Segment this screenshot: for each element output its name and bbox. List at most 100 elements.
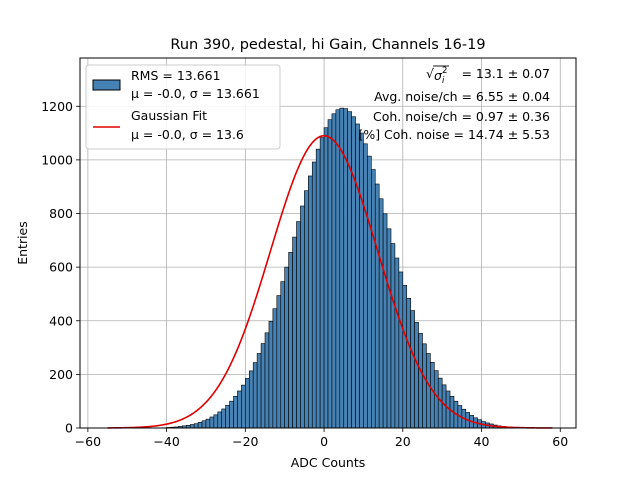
legend-histogram-stats: μ = -0.0, σ = 13.661	[131, 86, 260, 101]
sigma-exponent: 2	[442, 66, 447, 76]
legend-box	[85, 64, 281, 150]
histogram-bar	[248, 370, 254, 429]
histogram-bar	[252, 362, 258, 429]
histogram-bar	[406, 297, 411, 429]
histogram-bar	[339, 107, 345, 429]
histogram-bar	[351, 116, 356, 429]
histogram-bar	[217, 411, 223, 429]
y-axis-label: Entries	[15, 221, 30, 265]
x-tick-label: 40	[474, 434, 490, 449]
histogram-bar	[402, 285, 408, 429]
y-tick-label: 400	[49, 313, 73, 328]
histogram-bar	[430, 362, 435, 429]
histogram-bar	[367, 155, 372, 429]
histogram-bar	[272, 308, 278, 429]
histogram-bar	[205, 418, 211, 429]
histogram-bar	[284, 266, 289, 429]
histogram-bar	[245, 378, 250, 429]
histogram-bar	[378, 198, 384, 429]
noise-annotations: √ σ 2 i = 13.1 ± 0.07 Avg. noise/ch = 6.…	[358, 65, 550, 142]
histogram-bar	[422, 343, 427, 429]
histogram-bar	[323, 127, 329, 429]
histogram-bar	[386, 228, 392, 429]
y-tick-label: 1200	[41, 99, 73, 114]
histogram-bar	[233, 396, 238, 429]
histogram-bar	[319, 137, 325, 429]
histogram-bar	[276, 295, 282, 429]
x-tick-label: −60	[75, 434, 101, 449]
histogram-bar	[331, 113, 337, 429]
histogram-bar	[225, 404, 230, 429]
histogram-bar	[347, 111, 352, 429]
histogram-bar	[229, 400, 234, 429]
chart-title: Run 390, pedestal, hi Gain, Channels 16-…	[170, 37, 485, 53]
histogram-bar	[374, 183, 380, 429]
plot-frame	[79, 57, 577, 429]
legend: RMS = 13.661 μ = -0.0, σ = 13.661 Gaussi…	[85, 64, 281, 150]
histogram-bar	[414, 322, 419, 429]
histogram-bar	[327, 119, 333, 429]
coh-noise-annotation: Coh. noise/ch = 0.97 ± 0.36	[373, 109, 550, 124]
histogram-bar	[280, 281, 285, 429]
histogram-bar	[363, 143, 368, 429]
histogram-bar	[292, 236, 297, 429]
histogram-bar	[193, 423, 199, 429]
gaussian-fit-curve	[107, 134, 553, 429]
x-tick-label: −20	[232, 434, 258, 449]
legend-fit-name: Gaussian Fit	[131, 108, 207, 123]
x-tick-label: 20	[395, 434, 411, 449]
histogram-bar	[308, 175, 313, 429]
histogram-bar	[209, 416, 215, 429]
x-tick-label: 60	[552, 434, 568, 449]
y-tick-label: 800	[49, 206, 73, 221]
histogram-bar	[410, 310, 415, 429]
sigma-symbol: σ	[434, 68, 443, 83]
histogram-bar	[221, 408, 226, 429]
histogram-bar	[213, 414, 219, 429]
histogram-bar	[426, 353, 431, 429]
x-axis-ticks: −60 −40 −20 0 20 40 60	[75, 428, 568, 449]
histogram-bar	[437, 377, 443, 429]
histogram-bar	[237, 390, 242, 429]
histogram-bar	[241, 384, 246, 429]
avg-noise-annotation: Avg. noise/ch = 6.55 ± 0.04	[374, 89, 550, 104]
fit-curve-path	[107, 134, 553, 429]
histogram-bar	[398, 271, 404, 429]
histogram-bar	[296, 221, 301, 429]
y-tick-label: 1000	[41, 152, 73, 167]
sigma-index: i	[442, 76, 445, 86]
histogram-bar	[264, 332, 270, 429]
histogram-bar	[355, 123, 360, 429]
y-tick-label: 200	[49, 367, 73, 382]
histogram-bar	[311, 161, 317, 429]
x-axis-label: ADC Counts	[291, 455, 366, 470]
histogram-bar	[371, 169, 376, 429]
y-tick-label: 600	[49, 260, 73, 275]
histogram-bar	[197, 422, 203, 429]
histogram-bar	[189, 424, 195, 429]
coh-noise-percent-annotation: [%] Coh. noise = 14.74 ± 5.53	[358, 127, 550, 142]
sqrt-sign: √	[426, 66, 434, 81]
histogram-bar	[268, 320, 274, 429]
legend-histogram-swatch	[92, 79, 121, 91]
histogram-bar	[418, 333, 423, 429]
histogram-bar	[300, 205, 305, 429]
histogram-bar	[433, 370, 439, 429]
histogram-bar	[390, 243, 396, 429]
histogram-bar	[260, 343, 266, 429]
histogram-bar	[359, 132, 364, 429]
x-tick-label: −40	[153, 434, 179, 449]
histogram-bar	[382, 213, 388, 429]
sigma-sum-value: = 13.1 ± 0.07	[461, 66, 550, 81]
histogram-bar	[304, 190, 309, 429]
histogram-bar	[256, 353, 262, 429]
legend-fit-stats: μ = -0.0, σ = 13.6	[131, 127, 244, 142]
legend-histogram-name: RMS = 13.661	[131, 68, 221, 83]
sigma-sum-annotation: √ σ 2 i = 13.1 ± 0.07	[426, 65, 550, 86]
y-axis-ticks: 0 200 400 600 800 1000 1200	[41, 99, 80, 436]
histogram-bar	[201, 420, 207, 429]
histogram-bar	[315, 148, 321, 429]
y-tick-label: 0	[65, 421, 73, 436]
x-tick-label: 0	[320, 434, 328, 449]
